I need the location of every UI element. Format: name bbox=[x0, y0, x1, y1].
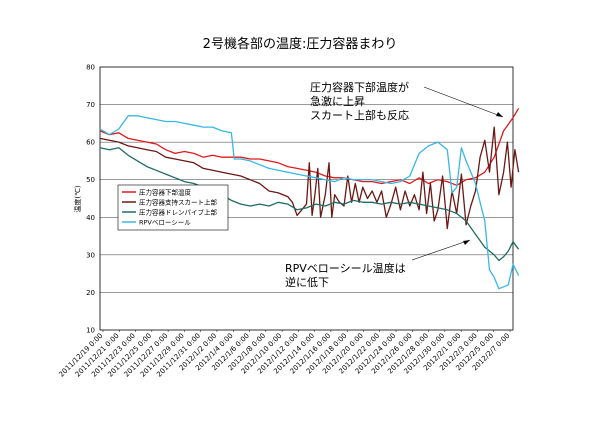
y-tick-label: 60 bbox=[86, 139, 95, 147]
arrow-head bbox=[463, 240, 470, 245]
y-tick-label: 70 bbox=[86, 101, 95, 109]
series-line-2 bbox=[99, 126, 520, 230]
arrow-head bbox=[496, 112, 503, 117]
legend-label: 圧力容器支持スカート上部 bbox=[139, 198, 218, 207]
legend-label: 圧力容器下部温度 bbox=[139, 188, 192, 197]
series-line-3 bbox=[99, 147, 520, 262]
y-tick-label: 10 bbox=[86, 327, 95, 335]
annotation-text: 圧力容器下部温度が bbox=[310, 80, 409, 94]
series-lines bbox=[99, 107, 520, 290]
legend-box bbox=[117, 184, 229, 231]
series-line-1 bbox=[99, 107, 520, 186]
y-tick-label: 30 bbox=[86, 251, 95, 259]
legend-label: RPVベローシール bbox=[139, 219, 191, 227]
annotation-arrow bbox=[423, 86, 504, 118]
chart-title: 2号機各部の温度:圧力容器まわり bbox=[203, 36, 398, 52]
y-tick-label: 50 bbox=[86, 176, 95, 184]
y-axis-label: 温度(℃) bbox=[73, 185, 82, 213]
annotation-text: RPVベローシール温度は bbox=[285, 261, 406, 275]
annotation-arrow bbox=[411, 239, 471, 261]
y-tick-label: 20 bbox=[86, 289, 95, 297]
y-tick-label: 80 bbox=[86, 64, 95, 72]
y-axis-ticks: 10 20 30 40 50 60 70 80 bbox=[86, 64, 95, 335]
y-tick-label: 40 bbox=[86, 214, 95, 222]
annotation-text: 急激に上昇 bbox=[310, 94, 365, 108]
annotation-text: 逆に低下 bbox=[285, 275, 329, 289]
annotation-text: スカート上部も反応 bbox=[310, 108, 409, 122]
series-line-4 bbox=[99, 115, 520, 290]
legend-label: 圧力容器ドレンパイプ上部 bbox=[139, 208, 218, 217]
